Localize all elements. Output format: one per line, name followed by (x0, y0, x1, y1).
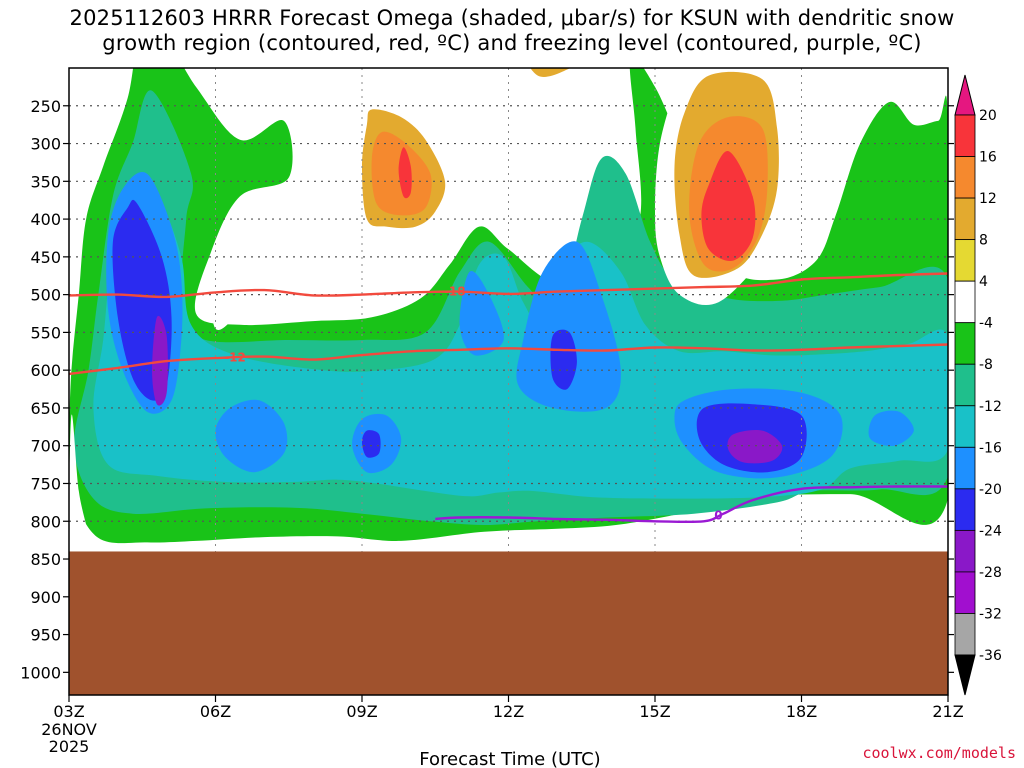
colorbar-band-5 (954, 322, 976, 365)
omega-region-blue-lobe-2 (215, 399, 288, 473)
contour-freezing-0 (435, 485, 948, 524)
contour-lines: -18 -12 0 (69, 272, 948, 524)
colorbar-label-11: -28 (979, 565, 1002, 581)
chart-title-line-1: 2025112603 HRRR Forecast Omega (shaded, … (69, 6, 955, 30)
y-tick-label-650: 650 (30, 399, 61, 418)
colorbar-band-12 (954, 613, 976, 656)
y-tick-label-350: 350 (30, 172, 61, 191)
contour-label--12: -12 (224, 350, 246, 364)
terrain-block (69, 551, 948, 695)
colorbar-label-8: -16 (979, 440, 1002, 456)
x-tick-label-06Z: 06Z (200, 702, 231, 721)
colorbar-bottom-arrow (954, 654, 976, 696)
x-tick-label-18Z: 18Z (786, 702, 817, 721)
colorbar-band-10 (954, 529, 976, 573)
x-axis-label: Forecast Time (UTC) (419, 749, 600, 768)
colorbar-label-0: 20 (979, 108, 997, 124)
colorbar-band-3 (954, 239, 976, 282)
colorbar-label-9: -20 (979, 482, 1002, 498)
colorbar-band-0 (954, 114, 976, 157)
colorbar-label-7: -12 (979, 399, 1002, 415)
omega-region-amber-2 (530, 68, 571, 77)
y-tick-label-750: 750 (30, 474, 61, 493)
colorbar-label-2: 12 (979, 191, 997, 207)
colorbar-band-8 (954, 446, 976, 490)
x-tick-label-03Z: 03Z (53, 702, 84, 721)
omega-region-purple-2 (727, 429, 783, 464)
y-tick-label-950: 950 (30, 626, 61, 645)
y-tick-label-400: 400 (30, 210, 61, 229)
chart-title: 2025112603 HRRR Forecast Omega (shaded, … (0, 6, 1024, 56)
colorbar-band-9 (954, 488, 976, 531)
y-tick-label-550: 550 (30, 323, 61, 342)
colorbar-band-7 (954, 405, 976, 448)
x-tick-sublabel-1: 2025 (49, 737, 90, 756)
omega-region-dblue-3 (550, 329, 577, 390)
colorbar-label-13: -36 (979, 648, 1002, 664)
omega-region-yellow-2 (210, 241, 245, 330)
y-tick-label-300: 300 (30, 135, 61, 154)
x-tick-label-21Z: 21Z (932, 702, 963, 721)
contour-label--18: -18 (444, 285, 466, 299)
y-tick-label-1000: 1000 (20, 663, 61, 682)
x-tick-sublabel-0: 26NOV (41, 720, 97, 739)
y-tick-label-450: 450 (30, 248, 61, 267)
colorbar-band-2 (954, 197, 976, 241)
omega-region-yellow-5 (69, 414, 89, 561)
terrain-fill (69, 551, 948, 695)
y-tick-label-250: 250 (30, 97, 61, 116)
omega-region-red-1 (398, 147, 412, 199)
colorbar-label-6: -8 (979, 357, 993, 373)
omega-region-red-2 (701, 150, 756, 261)
omega-region-yellow-6 (838, 542, 948, 551)
colorbar-top-arrow (954, 74, 976, 116)
y-tick-label-800: 800 (30, 512, 61, 531)
y-tick-label-600: 600 (30, 361, 61, 380)
omega-region-dblue-2 (362, 430, 381, 458)
y-tick-label-850: 850 (30, 550, 61, 569)
colorbar-label-3: 8 (979, 233, 988, 249)
contour-label-0: 0 (714, 509, 722, 523)
colorbar-label-10: -24 (979, 523, 1002, 539)
contour-dgz--18 (69, 272, 948, 299)
colorbar-label-1: 16 (979, 150, 997, 166)
colorbar-band-11 (954, 571, 976, 614)
credit-link[interactable]: coolwx.com/models (862, 744, 1016, 762)
colorbar-band-6 (954, 363, 976, 407)
x-tick-label-12Z: 12Z (493, 702, 524, 721)
omega-region-blue-lobe-5 (516, 241, 621, 412)
colorbar-band-1 (954, 156, 976, 199)
y-tick-label-700: 700 (30, 437, 61, 456)
chart-title-line-2: growth region (contoured, red, ºC) and f… (102, 31, 922, 55)
colorbar: 20 16 12 8 4 -4 -8 -12 -16 -20 -24 -28 -32 -36 (954, 74, 1002, 696)
x-tick-label-15Z: 15Z (639, 702, 670, 721)
colorbar-label-4: 4 (979, 274, 988, 290)
y-axis: 250 300 350 400 450 500 550 600 650 700 750 800 850 9… (20, 97, 954, 682)
colorbar-label-5: -4 (979, 316, 993, 332)
y-tick-label-500: 500 (30, 286, 61, 305)
colorbar-band-4 (954, 280, 976, 324)
y-tick-label-900: 900 (30, 588, 61, 607)
x-tick-label-09Z: 09Z (346, 702, 377, 721)
contour-dgz--12 (69, 343, 948, 376)
omega-region-blue-lobe-7 (868, 410, 914, 446)
colorbar-label-12: -32 (979, 606, 1002, 622)
